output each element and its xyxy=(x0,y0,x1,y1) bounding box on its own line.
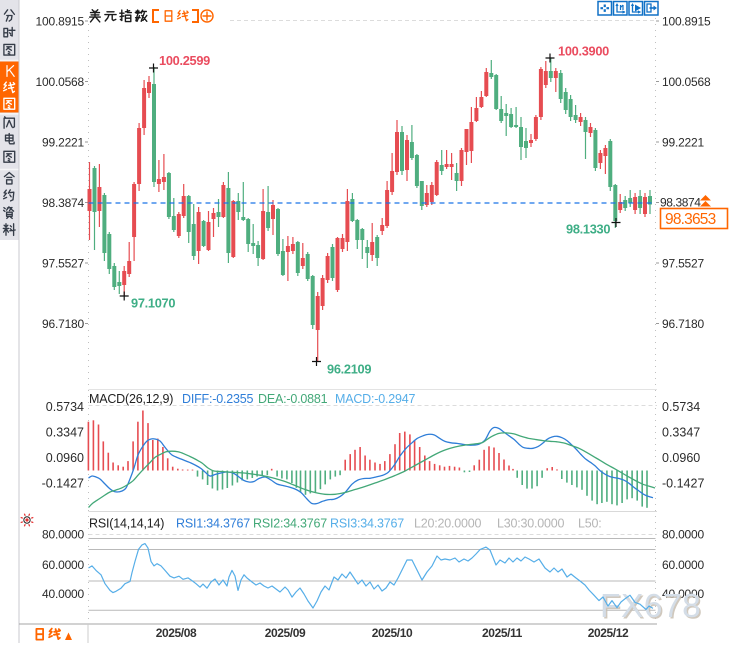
svg-text:0.3347: 0.3347 xyxy=(46,426,84,440)
svg-text:-0.1427: -0.1427 xyxy=(662,477,704,491)
svg-text:2025/11: 2025/11 xyxy=(482,626,523,640)
svg-text:L30:30.0000: L30:30.0000 xyxy=(497,517,565,531)
svg-text:80.0000: 80.0000 xyxy=(42,528,85,542)
svg-text:98.3874: 98.3874 xyxy=(660,196,701,210)
svg-text:L50:: L50: xyxy=(578,517,602,531)
svg-text:99.2221: 99.2221 xyxy=(662,135,705,149)
svg-text:60.0000: 60.0000 xyxy=(42,558,85,572)
svg-text:100.0568: 100.0568 xyxy=(662,75,711,89)
svg-text:MACD:-0.2947: MACD:-0.2947 xyxy=(335,392,416,406)
svg-text:80.0000: 80.0000 xyxy=(662,528,705,542)
svg-text:98.3874: 98.3874 xyxy=(42,196,85,210)
svg-text:RSI2:34.3767: RSI2:34.3767 xyxy=(253,517,327,531)
svg-text:97.5527: 97.5527 xyxy=(42,256,85,270)
svg-text:98.1330: 98.1330 xyxy=(566,222,610,237)
svg-text:2025/08: 2025/08 xyxy=(156,626,197,640)
svg-text:DIFF:-0.2355: DIFF:-0.2355 xyxy=(182,392,253,406)
svg-text:2025/09: 2025/09 xyxy=(265,626,306,640)
svg-text:96.7180: 96.7180 xyxy=(42,317,85,331)
svg-text:L20:20.0000: L20:20.0000 xyxy=(414,517,482,531)
svg-text:60.0000: 60.0000 xyxy=(662,558,705,572)
svg-text:-0.1427: -0.1427 xyxy=(42,477,84,491)
svg-text:100.8915: 100.8915 xyxy=(662,14,711,28)
svg-text:100.0568: 100.0568 xyxy=(36,75,85,89)
svg-text:100.8915: 100.8915 xyxy=(36,14,85,28)
svg-text:40.0000: 40.0000 xyxy=(42,587,85,601)
svg-text:0.5734: 0.5734 xyxy=(46,400,84,414)
svg-text:0.3347: 0.3347 xyxy=(662,426,700,440)
svg-text:100.3900: 100.3900 xyxy=(558,44,609,59)
svg-text:97.1070: 97.1070 xyxy=(131,296,175,311)
svg-text:2025/10: 2025/10 xyxy=(372,626,413,640)
svg-text:96.2109: 96.2109 xyxy=(327,362,371,377)
svg-text:0.5734: 0.5734 xyxy=(662,400,700,414)
svg-text:DEA:-0.0881: DEA:-0.0881 xyxy=(258,392,328,406)
svg-text:40.0000: 40.0000 xyxy=(662,587,705,601)
svg-text:MACD(26,12,9): MACD(26,12,9) xyxy=(89,392,173,406)
svg-text:RSI3:34.3767: RSI3:34.3767 xyxy=(330,517,404,531)
svg-text:96.7180: 96.7180 xyxy=(662,317,705,331)
svg-text:97.5527: 97.5527 xyxy=(662,256,705,270)
svg-text:99.2221: 99.2221 xyxy=(42,135,85,149)
svg-text:0.0960: 0.0960 xyxy=(662,451,700,465)
svg-text:100.2599: 100.2599 xyxy=(159,53,210,68)
svg-text:0.0960: 0.0960 xyxy=(46,451,84,465)
svg-text:98.3653: 98.3653 xyxy=(665,211,716,228)
svg-text:2025/12: 2025/12 xyxy=(588,626,629,640)
svg-text:RSI1:34.3767: RSI1:34.3767 xyxy=(176,517,250,531)
svg-text:RSI(14,14,14): RSI(14,14,14) xyxy=(89,517,164,531)
